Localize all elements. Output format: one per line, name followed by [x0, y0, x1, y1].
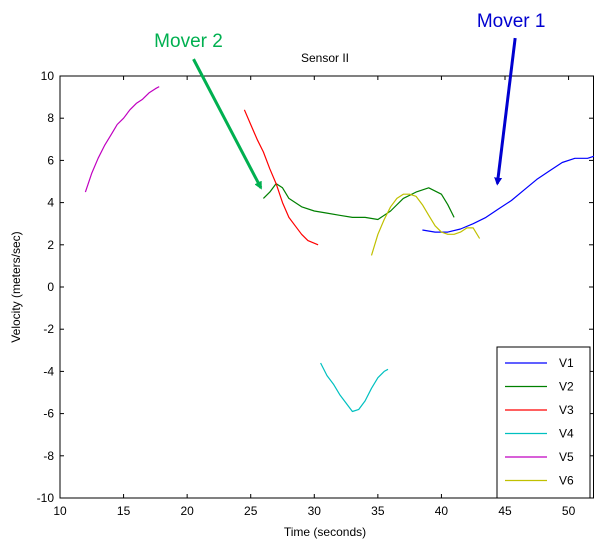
legend-entry: V3 [559, 403, 574, 417]
y-axis: -10 -8 -6 -4 -2 0 2 4 6 8 10 [37, 69, 593, 505]
y-tick-label: 4 [47, 196, 54, 210]
annotation-label: Mover 2 [154, 31, 223, 52]
legend-entry: V6 [559, 474, 574, 488]
x-tick-label: 25 [244, 504, 258, 518]
y-tick-label: -6 [43, 407, 54, 421]
annotation-label: Mover 1 [477, 11, 546, 32]
x-tick-label: 20 [180, 504, 194, 518]
y-tick-label: -8 [43, 449, 54, 463]
y-tick-label: 6 [47, 153, 54, 167]
x-tick-label: 35 [371, 504, 385, 518]
series-line-v4 [320, 362, 389, 413]
series-group [84, 86, 594, 413]
annotation-arrow [192, 58, 263, 190]
x-tick-label: 15 [117, 504, 131, 518]
y-tick-label: -4 [43, 364, 54, 378]
series-line-v5 [84, 86, 160, 193]
x-axis-label: Time (seconds) [284, 525, 366, 539]
legend-entry: V5 [559, 450, 574, 464]
x-tick-label: 50 [562, 504, 576, 518]
y-axis-label: Velocity (meters/sec) [9, 231, 23, 342]
chart-title: Sensor II [301, 51, 349, 65]
series-line-v1 [422, 155, 594, 233]
legend-entry: V4 [559, 427, 574, 441]
x-axis: 10 15 20 25 30 35 40 45 50 [53, 76, 576, 518]
legend-entry: V1 [559, 356, 574, 370]
y-tick-label: 8 [47, 111, 54, 125]
series-line-v6 [370, 193, 481, 256]
y-tick-label: -10 [37, 491, 55, 505]
y-tick-label: 0 [47, 280, 54, 294]
series-line-v2 [262, 183, 455, 221]
y-tick-label: -2 [43, 322, 54, 336]
legend-entry: V2 [559, 380, 574, 394]
annotations: Mover 2 Mover 1 [154, 11, 546, 190]
x-tick-label: 10 [53, 504, 67, 518]
legend: V1 V2 V3 V4 V5 V6 [496, 346, 591, 499]
annotation-arrow [494, 37, 517, 186]
x-tick-label: 45 [498, 504, 512, 518]
legend-box [496, 346, 591, 499]
y-tick-label: 2 [47, 238, 54, 252]
x-tick-label: 40 [435, 504, 449, 518]
series-line-v3 [243, 109, 319, 246]
y-tick-label: 10 [41, 69, 55, 83]
x-tick-label: 30 [308, 504, 322, 518]
